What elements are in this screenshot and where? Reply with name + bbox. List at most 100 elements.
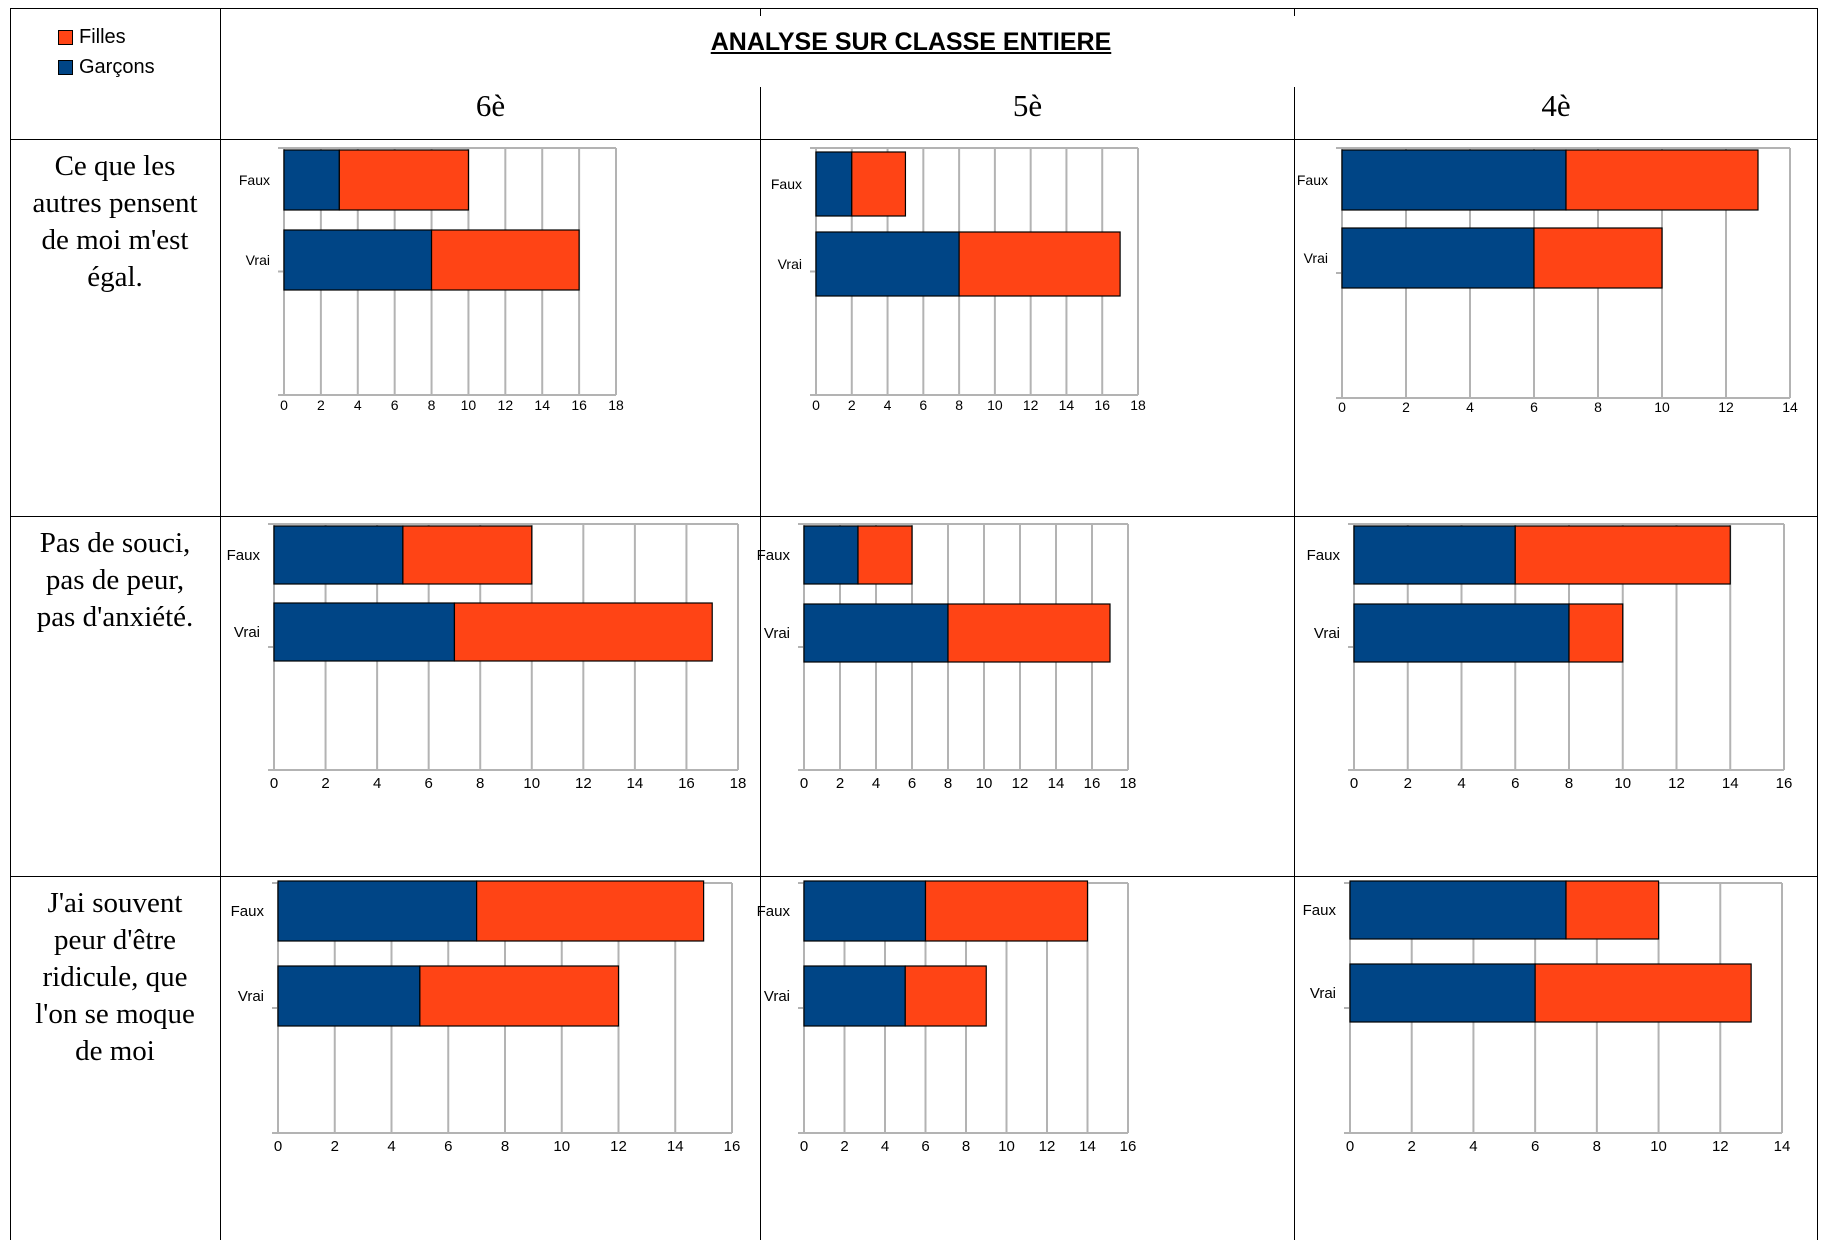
- category-label-vrai: Vrai: [1314, 625, 1340, 642]
- x-tick-label: 16: [724, 1138, 741, 1155]
- x-tick-label: 14: [1774, 1138, 1791, 1155]
- category-label-faux: Faux: [1303, 902, 1337, 919]
- category-label-vrai: Vrai: [1310, 985, 1336, 1002]
- category-label-faux: Faux: [1307, 547, 1341, 564]
- bar-garcons-vrai: [1341, 227, 1535, 289]
- bar-filles-faux: [338, 149, 470, 211]
- category-label-vrai: Vrai: [234, 624, 260, 641]
- bar-garcons-vrai: [283, 229, 433, 291]
- table-divider-header: [10, 139, 1818, 140]
- x-tick-label: 10: [523, 775, 540, 792]
- category-label-faux: Faux: [1297, 172, 1328, 188]
- x-tick-label: 18: [1130, 397, 1146, 413]
- row-label-3: J'ai souvent peur d'être ridicule, que l…: [35, 887, 195, 1067]
- bar-filles-faux: [1565, 149, 1759, 211]
- table-divider-row-2: [10, 876, 1818, 877]
- x-tick-label: 12: [575, 775, 592, 792]
- chart-row-1-4e: 0 2 4 6 8 10 12 14 Faux Vrai: [1297, 147, 1798, 415]
- legend-swatch-filles: [58, 29, 73, 45]
- x-tick-label: 2: [1408, 1138, 1416, 1155]
- x-tick-label: 4: [1469, 1138, 1477, 1155]
- x-tick-label: 4: [884, 397, 892, 413]
- x-tick-label: 4: [872, 775, 880, 792]
- x-tick-label: 12: [1012, 775, 1029, 792]
- x-tick-label: 2: [321, 775, 329, 792]
- x-tick-label: 6: [908, 775, 916, 792]
- bar-garcons-faux: [1349, 880, 1567, 940]
- category-label-faux: Faux: [771, 176, 802, 192]
- bar-filles-vrai: [419, 965, 620, 1027]
- x-tick-label: 14: [667, 1138, 684, 1155]
- x-tick-label: 8: [1593, 1138, 1601, 1155]
- x-tick-label: 4: [354, 397, 362, 413]
- bar-garcons-faux: [1353, 525, 1516, 585]
- x-tick-label: 10: [987, 397, 1003, 413]
- bar-filles-faux: [1514, 525, 1731, 585]
- table-border-left: [10, 8, 11, 1240]
- bar-filles-vrai: [1533, 227, 1663, 289]
- bar-filles-vrai: [430, 229, 580, 291]
- x-tick-label: 2: [1404, 775, 1412, 792]
- bar-filles-faux: [851, 151, 907, 217]
- x-tick-label: 14: [627, 775, 644, 792]
- category-label-vrai: Vrai: [1304, 250, 1328, 266]
- x-tick-label: 12: [498, 397, 514, 413]
- x-tick-label: 10: [461, 397, 477, 413]
- x-tick-label: 0: [800, 1138, 808, 1155]
- x-tick-label: 16: [571, 397, 587, 413]
- table-border-right: [1817, 8, 1818, 1240]
- x-tick-label: 2: [317, 397, 325, 413]
- x-tick-label: 8: [476, 775, 484, 792]
- bar-garcons-vrai: [803, 965, 906, 1027]
- bar-filles-vrai: [904, 965, 987, 1027]
- x-tick-label: 4: [1457, 775, 1465, 792]
- x-tick-label: 12: [1718, 399, 1734, 415]
- bar-garcons-faux: [803, 525, 859, 585]
- category-label-faux: Faux: [227, 547, 261, 564]
- legend-item-garcons: Garçons: [58, 52, 155, 82]
- bar-garcons-vrai: [1349, 963, 1536, 1023]
- x-tick-label: 12: [1023, 397, 1039, 413]
- x-tick-label: 16: [1776, 775, 1793, 792]
- x-tick-label: 4: [373, 775, 381, 792]
- x-tick-label: 8: [1565, 775, 1573, 792]
- x-tick-label: 0: [1350, 775, 1358, 792]
- table-divider-col-1: [760, 87, 761, 1240]
- bar-garcons-faux: [1341, 149, 1567, 211]
- x-tick-label: 4: [387, 1138, 395, 1155]
- x-tick-label: 18: [730, 775, 747, 792]
- chart-row-1-6e: 0 2 4 6 8 10 12 14 16 18 Faux Vrai: [239, 147, 624, 413]
- x-tick-label: 18: [1120, 775, 1137, 792]
- category-label-faux: Faux: [757, 903, 791, 920]
- x-tick-label: 6: [1511, 775, 1519, 792]
- x-tick-label: 16: [1120, 1138, 1137, 1155]
- bar-filles-vrai: [1534, 963, 1752, 1023]
- bar-filles-faux: [857, 525, 913, 585]
- bar-garcons-vrai: [803, 603, 949, 663]
- bar-garcons-faux: [277, 880, 478, 942]
- row-label-2: Pas de souci, pas de peur, pas d'anxiété…: [36, 527, 194, 633]
- category-label-faux: Faux: [757, 547, 791, 564]
- x-tick-label: 6: [391, 397, 399, 413]
- x-tick-label: 8: [955, 397, 963, 413]
- x-tick-label: 16: [678, 775, 695, 792]
- bar-filles-faux: [476, 880, 705, 942]
- x-tick-label: 14: [1722, 775, 1739, 792]
- x-tick-label: 8: [1594, 399, 1602, 415]
- bar-garcons-faux: [815, 151, 853, 217]
- legend-swatch-garcons: [58, 59, 73, 75]
- x-tick-label: 0: [1346, 1138, 1354, 1155]
- x-tick-label: 14: [1059, 397, 1075, 413]
- table-border-top: [10, 8, 1818, 9]
- category-label-faux: Faux: [239, 172, 270, 188]
- legend-label-filles: Filles: [79, 25, 126, 48]
- legend: Filles Garçons: [58, 22, 155, 82]
- category-label-vrai: Vrai: [238, 988, 264, 1005]
- category-label-vrai: Vrai: [246, 252, 270, 268]
- bar-garcons-vrai: [1353, 603, 1570, 663]
- bar-garcons-faux: [803, 880, 927, 942]
- x-tick-label: 6: [1530, 399, 1538, 415]
- category-label-vrai: Vrai: [778, 256, 802, 272]
- chart-row-3-4e: 0 2 4 6 8 10 12 14 Faux Vrai: [1303, 880, 1791, 1155]
- x-tick-label: 12: [1668, 775, 1685, 792]
